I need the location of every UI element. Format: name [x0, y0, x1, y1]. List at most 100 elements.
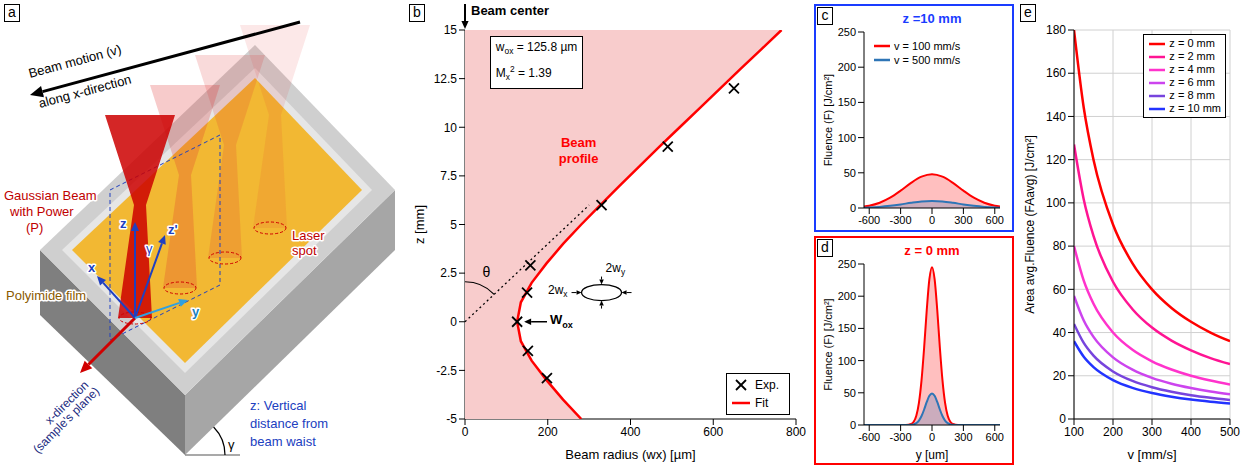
svg-text:2.5: 2.5	[440, 266, 457, 280]
svg-text:10: 10	[444, 121, 458, 135]
svg-text:250: 250	[838, 26, 856, 38]
svg-text:-300: -300	[890, 214, 912, 226]
html-text:b: b	[413, 4, 421, 20]
svg-text:0: 0	[929, 214, 935, 226]
html-text:Wox: Wox	[550, 311, 573, 330]
svg-text:600: 600	[986, 214, 1004, 226]
svg-text:z: z	[120, 216, 127, 231]
svg-text:100: 100	[1064, 425, 1084, 439]
svg-text:0: 0	[850, 419, 856, 431]
svg-text:20: 20	[1053, 369, 1067, 383]
svg-text:Beam motion (v): Beam motion (v)	[27, 42, 123, 81]
svg-text:60: 60	[1053, 283, 1067, 297]
svg-text:Polyimide film: Polyimide film	[6, 288, 86, 303]
html-text:2= 1.39: 2= 1.39	[510, 64, 552, 81]
svg-text:180: 180	[1046, 23, 1066, 37]
html-text:2wy: 2wy	[605, 260, 626, 277]
svg-text:100: 100	[838, 132, 856, 144]
svg-text:15: 15	[444, 23, 458, 37]
html-text:z = 0 mm: z = 0 mm	[904, 243, 960, 258]
html-text:a: a	[8, 4, 16, 20]
svg-text:-5: -5	[446, 412, 457, 426]
html-text:z = 8 mm: z = 8 mm	[1169, 89, 1215, 101]
svg-text:spot: spot	[292, 243, 317, 258]
html-text:wox= 125.8 µm: wox= 125.8 µm	[495, 40, 578, 57]
svg-text:140: 140	[1046, 110, 1066, 124]
svg-text:z [mm]: z [mm]	[412, 205, 427, 244]
svg-text:5: 5	[450, 218, 457, 232]
svg-text:Area avg.Fluence (FAavg) [J/cm: Area avg.Fluence (FAavg) [J/cm²]	[1023, 135, 1037, 314]
svg-text:beam waist: beam waist	[250, 434, 316, 449]
svg-text:400: 400	[1181, 425, 1201, 439]
svg-text:(sample's plane): (sample's plane)	[30, 384, 102, 456]
html-text:Exp.: Exp.	[755, 378, 779, 392]
svg-text:x: x	[88, 260, 96, 275]
html-text:Beam profile: Beam profile	[558, 135, 599, 166]
svg-text:7.5: 7.5	[440, 169, 457, 183]
svg-text:Fluence (F) [J/cm²]: Fluence (F) [J/cm²]	[822, 74, 834, 166]
svg-text:100: 100	[838, 355, 856, 367]
html-text:Mx: Mx	[495, 66, 510, 83]
svg-text:0: 0	[850, 202, 856, 214]
svg-text:γ: γ	[146, 241, 153, 256]
svg-text:50: 50	[844, 167, 856, 179]
svg-text:distance from: distance from	[250, 416, 328, 431]
svg-text:Fluence (F) [J/cm²]: Fluence (F) [J/cm²]	[822, 298, 834, 390]
svg-text:-600: -600	[858, 431, 880, 443]
svg-text:Laser: Laser	[292, 228, 325, 243]
html-text:z = 2 mm: z = 2 mm	[1169, 50, 1215, 62]
html-text:z = 0 mm: z = 0 mm	[1169, 37, 1215, 49]
svg-text:θ: θ	[483, 264, 491, 280]
svg-text:0: 0	[1059, 412, 1066, 426]
svg-text:40: 40	[1053, 326, 1067, 340]
svg-text:300: 300	[954, 214, 972, 226]
svg-text:with Power: with Power	[9, 204, 74, 219]
svg-text:250: 250	[838, 258, 856, 270]
svg-text:x-direction: x-direction	[42, 378, 92, 428]
svg-text:50: 50	[844, 387, 856, 399]
html-text:z = 4 mm: z = 4 mm	[1169, 63, 1215, 75]
svg-text:800: 800	[786, 425, 806, 439]
html-text:Beam center: Beam center	[471, 3, 549, 18]
svg-text:80: 80	[1053, 239, 1067, 253]
svg-text:200: 200	[838, 290, 856, 302]
svg-text:along x-direction: along x-direction	[37, 72, 133, 111]
svg-text:z: Vertical: z: Vertical	[250, 398, 306, 413]
svg-text:0: 0	[450, 315, 457, 329]
svg-text:-600: -600	[858, 214, 880, 226]
svg-text:0: 0	[929, 431, 935, 443]
svg-text:12.5: 12.5	[434, 72, 458, 86]
html-text:2wx: 2wx	[548, 282, 568, 299]
svg-text:400: 400	[620, 425, 640, 439]
svg-text:300: 300	[1142, 425, 1162, 439]
svg-text:200: 200	[1103, 425, 1123, 439]
html-text:z = 10 mm: z = 10 mm	[1169, 102, 1221, 114]
svg-text:Beam radius (wx) [µm]: Beam radius (wx) [µm]	[565, 447, 695, 462]
svg-text:y [um]: y [um]	[916, 448, 949, 462]
html-text:z = 6 mm: z = 6 mm	[1169, 76, 1215, 88]
svg-text:200: 200	[538, 425, 558, 439]
svg-text:600: 600	[986, 431, 1004, 443]
svg-text:-300: -300	[890, 431, 912, 443]
html-text:v = 100 mm/s: v = 100 mm/s	[894, 40, 961, 52]
svg-text:0: 0	[462, 425, 469, 439]
svg-text:Gaussian Beam: Gaussian Beam	[4, 188, 97, 203]
svg-text:z': z'	[168, 222, 178, 237]
svg-text:150: 150	[838, 96, 856, 108]
svg-text:150: 150	[838, 322, 856, 334]
svg-text:160: 160	[1046, 66, 1066, 80]
svg-text:-2.5: -2.5	[436, 364, 457, 378]
svg-text:500: 500	[1220, 425, 1240, 439]
svg-text:(P): (P)	[26, 220, 43, 235]
svg-text:y: y	[192, 304, 200, 319]
svg-text:600: 600	[703, 425, 723, 439]
html-text:v = 500 mm/s: v = 500 mm/s	[894, 54, 961, 66]
svg-text:200: 200	[838, 61, 856, 73]
svg-text:γ: γ	[228, 437, 235, 452]
html-text:z =10 mm: z =10 mm	[902, 11, 962, 26]
html-text:Fit: Fit	[755, 396, 769, 410]
svg-text:v [mm/s]: v [mm/s]	[1127, 447, 1176, 462]
svg-text:120: 120	[1046, 153, 1066, 167]
svg-text:300: 300	[954, 431, 972, 443]
svg-text:100: 100	[1046, 196, 1066, 210]
